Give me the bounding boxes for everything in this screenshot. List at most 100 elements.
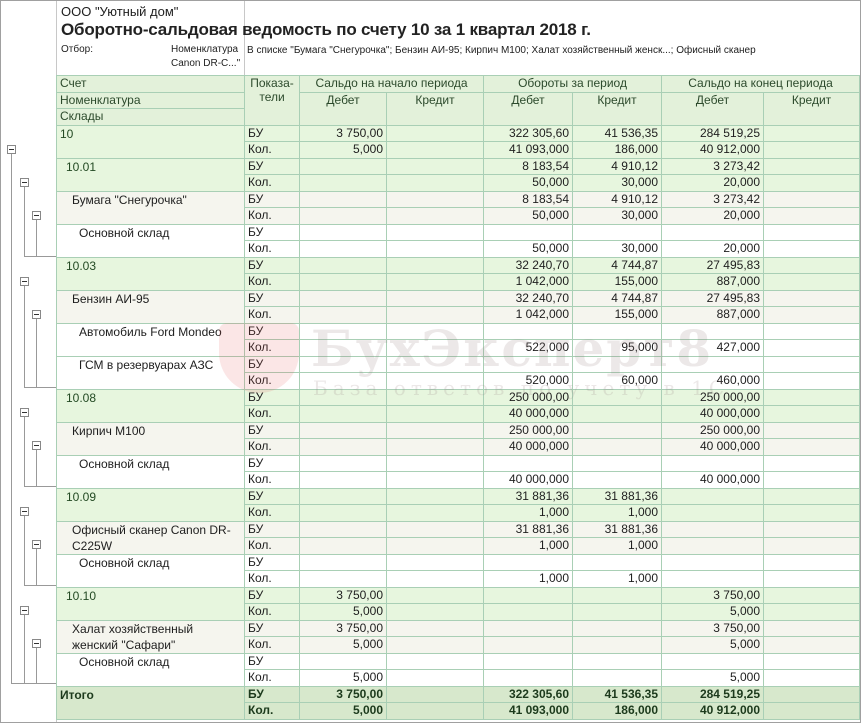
tree-line bbox=[36, 255, 56, 257]
collapse-icon[interactable] bbox=[32, 539, 41, 549]
value-cell: 3 750,00 bbox=[661, 619, 765, 637]
value-cell bbox=[763, 355, 860, 373]
value-cell bbox=[386, 322, 484, 340]
table-row: 10 БУ 3 750,00 322 305,60 41 536,35 284 519,2… bbox=[56, 124, 860, 159]
value-cell: 50,000 bbox=[483, 174, 573, 192]
value-cell bbox=[299, 388, 387, 406]
row-name[interactable]: Бумага "Снегурочка" bbox=[56, 190, 245, 225]
value-cell bbox=[763, 306, 860, 324]
value-cell bbox=[386, 405, 484, 423]
collapse-icon[interactable] bbox=[32, 309, 41, 319]
value-cell bbox=[763, 619, 860, 637]
value-cell: 4 910,12 bbox=[571, 190, 663, 208]
indicator: БУ bbox=[244, 685, 300, 703]
watermark-tagline: База ответов по учету в 1С bbox=[313, 376, 730, 400]
collapse-icon[interactable] bbox=[7, 145, 16, 154]
row-name[interactable]: 10.01 bbox=[56, 157, 245, 192]
row-name[interactable]: Бензин АИ-95 bbox=[56, 289, 245, 324]
value-cell bbox=[763, 504, 860, 522]
row-name[interactable]: Основной склад bbox=[56, 454, 245, 489]
table-row: Кол. 40 000,000 40 000,000 bbox=[57, 438, 860, 456]
indicator: Кол. bbox=[244, 273, 300, 291]
value-cell: 8 183,54 bbox=[483, 190, 573, 208]
value-cell: 1,000 bbox=[483, 570, 573, 588]
col-nomenclature: Номенклатура bbox=[56, 91, 245, 109]
collapse-icon[interactable] bbox=[19, 276, 29, 286]
value-cell: 5,000 bbox=[661, 669, 765, 687]
value-cell bbox=[483, 223, 573, 241]
value-cell bbox=[763, 124, 860, 142]
value-cell bbox=[386, 636, 484, 654]
filter-label: Отбор: bbox=[61, 44, 93, 55]
value-cell bbox=[661, 223, 765, 241]
row-name[interactable]: Основной склад bbox=[56, 652, 245, 687]
value-cell bbox=[386, 256, 484, 274]
value-cell bbox=[299, 405, 387, 423]
value-cell: 5,000 bbox=[299, 141, 387, 159]
value-cell: 5,000 bbox=[299, 636, 387, 654]
table-row: Кол. 5,000 5,000 bbox=[57, 636, 860, 654]
value-cell bbox=[386, 174, 484, 192]
tree-line bbox=[23, 614, 25, 684]
value-cell bbox=[386, 570, 484, 588]
value-cell bbox=[386, 487, 484, 505]
value-cell: 186,000 bbox=[571, 141, 663, 159]
value-cell bbox=[763, 487, 860, 505]
total-label[interactable]: Итого bbox=[56, 685, 245, 720]
table-row: Офисный сканер Canon DR-C225W БУ 31 881,36… bbox=[56, 520, 860, 555]
table-row: Кол. 1,000 1,000 bbox=[57, 537, 860, 555]
collapse-icon[interactable] bbox=[32, 210, 41, 220]
value-cell: 520,000 bbox=[483, 372, 573, 390]
value-cell bbox=[661, 504, 765, 522]
collapse-icon[interactable] bbox=[19, 605, 29, 615]
value-cell bbox=[763, 207, 860, 225]
col-warehouses: Склады bbox=[56, 108, 245, 126]
value-cell bbox=[386, 289, 484, 307]
value-cell bbox=[571, 405, 663, 423]
row-name[interactable]: Кирпич М100 bbox=[56, 421, 245, 456]
row-name[interactable]: ГСМ в резервуарах АЗС bbox=[56, 355, 245, 390]
collapse-icon[interactable] bbox=[19, 506, 29, 516]
collapse-icon[interactable] bbox=[19, 177, 29, 187]
value-cell bbox=[763, 520, 860, 538]
row-name[interactable]: 10 bbox=[56, 124, 245, 159]
col-turnover-debit: Дебет bbox=[483, 91, 573, 126]
indicator: Кол. bbox=[244, 405, 300, 423]
table-row: Кол. 5,000 41 093,000 186,000 40 912,000 bbox=[57, 141, 860, 159]
value-cell bbox=[483, 553, 573, 571]
row-name[interactable]: 10.03 bbox=[56, 256, 245, 291]
value-cell bbox=[386, 619, 484, 637]
value-cell: 186,000 bbox=[571, 702, 663, 720]
value-cell bbox=[571, 322, 663, 340]
collapse-icon[interactable] bbox=[19, 408, 29, 418]
value-cell bbox=[763, 685, 860, 703]
row-name[interactable]: Основной склад bbox=[56, 553, 245, 588]
collapse-icon[interactable] bbox=[32, 441, 41, 451]
value-cell bbox=[763, 174, 860, 192]
table-row: Кол. 1,000 1,000 bbox=[57, 504, 860, 522]
row-name[interactable]: Халат хозяйственный женский "Сафари" bbox=[56, 619, 245, 654]
tree-line bbox=[36, 548, 37, 585]
report-table: Счет Показа- тели Сальдо на начало перио… bbox=[56, 75, 860, 720]
value-cell bbox=[571, 619, 663, 637]
row-name[interactable]: Офисный сканер Canon DR-C225W bbox=[56, 520, 245, 555]
row-name[interactable]: 10.09 bbox=[56, 487, 245, 522]
row-name[interactable]: Основной склад bbox=[56, 223, 245, 258]
value-cell bbox=[571, 223, 663, 241]
value-cell: 3 273,42 bbox=[661, 157, 765, 175]
value-cell bbox=[763, 141, 860, 159]
value-cell bbox=[386, 190, 484, 208]
row-name[interactable]: 10.08 bbox=[56, 388, 245, 423]
indicator: Кол. bbox=[244, 504, 300, 522]
row-name[interactable]: 10.10 bbox=[56, 586, 245, 621]
row-name[interactable]: Автомобиль Ford Mondeo bbox=[56, 322, 245, 357]
value-cell bbox=[763, 553, 860, 571]
collapse-icon[interactable] bbox=[32, 638, 41, 648]
value-cell bbox=[299, 537, 387, 555]
value-cell bbox=[299, 273, 387, 291]
value-cell: 155,000 bbox=[571, 273, 663, 291]
watermark-shield-icon bbox=[219, 323, 299, 393]
value-cell bbox=[299, 652, 387, 670]
value-cell: 4 744,87 bbox=[571, 289, 663, 307]
value-cell bbox=[763, 256, 860, 274]
